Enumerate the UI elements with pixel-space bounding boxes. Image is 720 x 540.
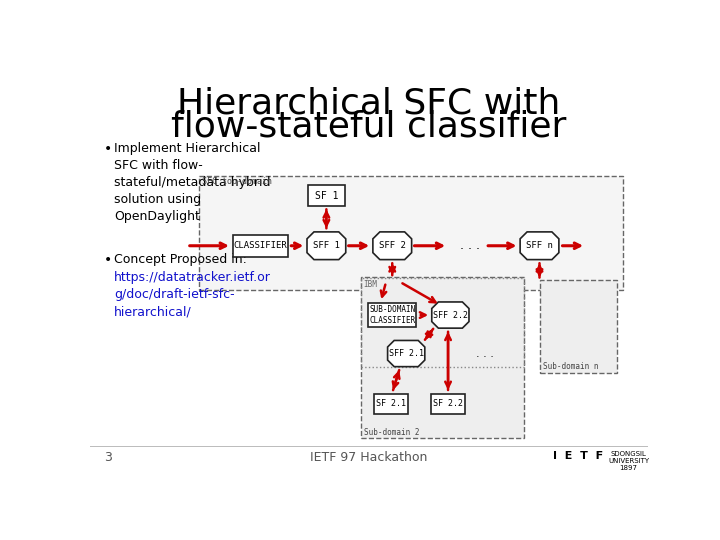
- FancyBboxPatch shape: [233, 235, 289, 256]
- Text: IETF 97 Hackathon: IETF 97 Hackathon: [310, 451, 428, 464]
- Polygon shape: [307, 232, 346, 260]
- Text: I  E  T  F: I E T F: [553, 451, 603, 461]
- Polygon shape: [373, 232, 412, 260]
- Text: Hierarchical SFC with: Hierarchical SFC with: [177, 86, 561, 120]
- Text: SF 2.2: SF 2.2: [433, 399, 463, 408]
- FancyBboxPatch shape: [307, 185, 345, 206]
- Text: 3: 3: [104, 451, 112, 464]
- FancyBboxPatch shape: [539, 280, 617, 373]
- Text: SDONGSIL
UNIVERSITY
1897: SDONGSIL UNIVERSITY 1897: [608, 451, 649, 471]
- Polygon shape: [520, 232, 559, 260]
- Text: SFF 2.2: SFF 2.2: [433, 310, 468, 320]
- Text: Sub-domain 2: Sub-domain 2: [364, 428, 420, 437]
- Text: . . .: . . .: [477, 348, 494, 359]
- Text: SF 2.1: SF 2.1: [376, 399, 405, 408]
- FancyBboxPatch shape: [368, 303, 416, 327]
- Polygon shape: [432, 302, 469, 328]
- FancyBboxPatch shape: [431, 394, 465, 414]
- Text: . . .: . . .: [460, 239, 480, 252]
- Text: flow-stateful classifier: flow-stateful classifier: [171, 110, 567, 144]
- FancyBboxPatch shape: [374, 394, 408, 414]
- Text: •: •: [104, 253, 112, 267]
- Text: SFF 2.1: SFF 2.1: [389, 349, 423, 358]
- Text: •: •: [104, 142, 112, 156]
- Text: CLASSIFIER: CLASSIFIER: [233, 241, 287, 250]
- Text: Implement Hierarchical
SFC with flow-
stateful/metadata hybrid
solution using
Op: Implement Hierarchical SFC with flow- st…: [114, 142, 271, 223]
- Text: SFF n: SFF n: [526, 241, 553, 250]
- Text: IBM: IBM: [364, 280, 377, 288]
- Text: https://datatracker.ietf.or
g/doc/draft-ietf-sfc-
hierarchical/: https://datatracker.ietf.or g/doc/draft-…: [114, 271, 271, 318]
- Text: SUB-DOMAIN
CLASSIFIER: SUB-DOMAIN CLASSIFIER: [369, 305, 415, 325]
- Text: Concept Proposed in:: Concept Proposed in:: [114, 253, 247, 266]
- Text: SF 1: SF 1: [315, 191, 338, 201]
- Text: SFF 2: SFF 2: [379, 241, 405, 250]
- Text: SFF 1: SFF 1: [313, 241, 340, 250]
- FancyBboxPatch shape: [361, 276, 524, 438]
- Text: Sub-domain n: Sub-domain n: [543, 362, 598, 372]
- FancyBboxPatch shape: [199, 176, 624, 289]
- Text: SFC top-domain: SFC top-domain: [202, 177, 271, 186]
- Polygon shape: [387, 340, 425, 367]
